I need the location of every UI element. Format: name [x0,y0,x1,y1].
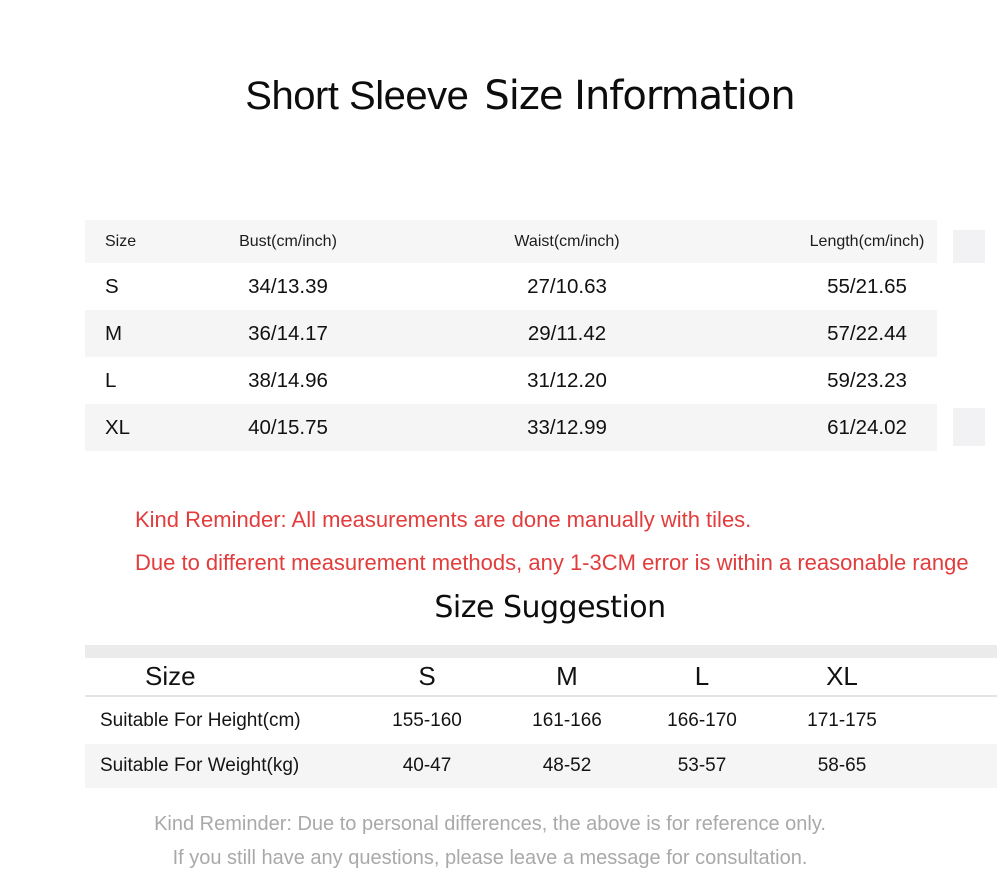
suggestion-header-size: Size [145,661,196,691]
header-bust: Bust(cm/inch) [239,233,337,250]
cell-weight-m: 48-52 [542,755,592,776]
cell-waist: 33/12.99 [527,416,607,439]
suggestion-header-s: S [418,661,436,691]
cell-weight-l: 53-57 [677,755,727,776]
table-row-m: M 36/14.17 29/11.42 57/22.44 [85,310,937,357]
suggestion-header-xl: XL [826,661,858,691]
right-edge-artifact [953,408,985,446]
suggestion-header-l: L [694,661,710,691]
page-title: Short Sleeve Size Information [0,72,1000,120]
cell-weight-s: 40-47 [402,755,452,776]
cell-size: XL [105,416,131,439]
suggestion-header-m: M [556,661,578,691]
cell-length: 61/24.02 [827,416,907,439]
cell-bust: 38/14.96 [248,369,328,392]
suggestion-row-weight: Suitable For Weight(kg) 40-47 48-52 53-5… [85,744,997,788]
header-waist: Waist(cm/inch) [514,233,620,250]
cell-height-m: 161-166 [532,710,602,731]
footer-reminder-line1: Kind Reminder: Due to personal differenc… [154,813,826,835]
page-title-product: Short Sleeve [245,74,469,118]
cell-size: S [105,275,119,298]
header-size: Size [105,233,137,250]
suggestion-header-row: Size S M L XL [85,658,997,697]
size-measurement-table: Size Bust(cm/inch) Waist(cm/inch) Length… [85,220,937,451]
right-edge-artifact [953,230,985,263]
cell-bust: 40/15.75 [248,416,328,439]
row-label: Suitable For Weight(kg) [100,755,300,776]
table-row-s: S 34/13.39 27/10.63 55/21.65 [85,263,937,310]
table-row-xl: XL 40/15.75 33/12.99 61/24.02 [85,404,937,451]
row-label: Suitable For Height(cm) [100,710,301,731]
footer-reminder-line2: If you still have any questions, please … [172,847,808,869]
suggestion-row-height: Suitable For Height(cm) 155-160 161-166 … [85,697,997,744]
cell-height-s: 155-160 [392,710,462,731]
page-title-suffix: Size Information [484,73,795,119]
cell-waist: 31/12.20 [527,369,607,392]
cell-length: 55/21.65 [827,275,907,298]
suggestion-table-top-band [85,645,997,658]
cell-bust: 36/14.17 [248,322,328,345]
size-table-header-row: Size Bust(cm/inch) Waist(cm/inch) Length… [85,220,937,263]
cell-weight-xl: 58-65 [817,755,867,776]
table-row-l: L 38/14.96 31/12.20 59/23.23 [85,357,937,404]
cell-size: M [105,322,123,345]
size-suggestion-table: Size S M L XL Suitable For Height(cm) 15… [85,658,997,788]
cell-size: L [105,369,117,392]
header-length: Length(cm/inch) [809,233,925,250]
cell-height-l: 166-170 [667,710,737,731]
cell-waist: 29/11.42 [527,322,607,345]
cell-waist: 27/10.63 [527,275,607,298]
measurement-reminder-line1: Kind Reminder: All measurements are done… [135,507,752,532]
cell-length: 57/22.44 [827,322,907,345]
measurement-reminder-line2: Due to different measurement methods, an… [135,550,969,575]
cell-height-xl: 171-175 [807,710,877,731]
size-suggestion-heading: Size Suggestion [434,590,666,625]
cell-bust: 34/13.39 [248,275,328,298]
cell-length: 59/23.23 [827,369,907,392]
